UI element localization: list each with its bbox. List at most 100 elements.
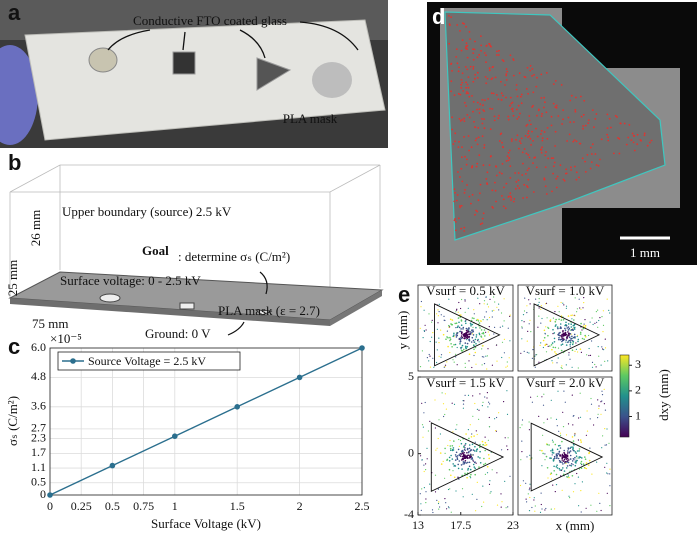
particle xyxy=(553,455,556,458)
particle xyxy=(449,488,451,490)
particle xyxy=(578,505,580,507)
particle xyxy=(461,468,463,470)
annotation: Goal xyxy=(142,243,169,258)
particle xyxy=(433,366,435,368)
particle xyxy=(469,475,471,478)
particle xyxy=(475,462,477,464)
particle xyxy=(565,168,568,171)
particle xyxy=(594,322,596,324)
subplot-frame xyxy=(417,376,514,516)
particle xyxy=(461,81,464,84)
particle xyxy=(500,493,502,495)
x-axis-label: Surface Voltage (kV) xyxy=(151,516,261,531)
particle xyxy=(609,473,611,475)
particle xyxy=(606,492,608,494)
particle xyxy=(591,340,593,342)
particle xyxy=(563,304,565,306)
particle xyxy=(544,154,547,157)
particle xyxy=(600,413,602,415)
particle xyxy=(556,454,559,457)
particle xyxy=(511,101,514,104)
particle xyxy=(593,424,595,426)
particle xyxy=(591,153,593,155)
particle xyxy=(539,511,542,513)
annotation: Surface voltage: 0 - 2.5 kV xyxy=(60,273,201,288)
particle xyxy=(544,509,546,511)
particle xyxy=(486,77,489,80)
y-tick-label: 0 xyxy=(408,445,414,459)
particle xyxy=(477,199,480,202)
particle xyxy=(504,437,506,439)
particle xyxy=(544,344,546,347)
particle xyxy=(586,354,588,356)
particle xyxy=(574,456,576,459)
particle xyxy=(536,395,539,397)
particle xyxy=(458,326,461,329)
particle xyxy=(524,134,527,137)
particle xyxy=(560,315,563,317)
particle xyxy=(458,321,460,324)
particle xyxy=(472,58,475,61)
particle xyxy=(462,463,464,465)
particle xyxy=(453,476,456,479)
particle xyxy=(468,461,471,464)
y-tick-label: 5 xyxy=(408,369,414,383)
particle xyxy=(532,191,535,193)
particle xyxy=(480,336,483,338)
particle xyxy=(555,324,557,326)
particle xyxy=(460,450,463,453)
particle xyxy=(484,316,486,318)
particle xyxy=(518,72,521,75)
particle xyxy=(525,482,527,484)
particle xyxy=(464,460,467,462)
particle xyxy=(421,488,423,490)
particle xyxy=(464,447,466,449)
particle xyxy=(552,83,555,85)
particle xyxy=(574,464,577,467)
y-tick-label: 3.6 xyxy=(31,399,46,413)
particle xyxy=(552,441,554,443)
particle xyxy=(486,182,488,185)
particle xyxy=(453,334,455,336)
particle xyxy=(572,324,575,327)
particle xyxy=(492,92,495,95)
particle xyxy=(553,161,556,164)
particle xyxy=(462,496,464,498)
particle xyxy=(483,329,486,331)
particle xyxy=(597,346,599,348)
particle xyxy=(523,148,526,150)
particle xyxy=(571,349,574,352)
particle xyxy=(543,131,546,133)
particle xyxy=(487,348,489,350)
particle xyxy=(545,507,547,510)
particle xyxy=(479,192,481,195)
particle xyxy=(554,491,556,493)
particle xyxy=(451,458,454,460)
particle xyxy=(495,165,497,168)
particle xyxy=(470,436,473,438)
particle xyxy=(436,328,438,330)
particle xyxy=(464,320,467,323)
particle xyxy=(448,15,450,17)
particle xyxy=(444,393,446,395)
particle xyxy=(526,340,528,342)
particle xyxy=(586,154,589,156)
particle xyxy=(649,141,651,144)
particle xyxy=(539,344,541,346)
particle xyxy=(575,140,578,143)
particle xyxy=(572,140,575,143)
particle xyxy=(546,137,549,140)
particle xyxy=(562,467,564,469)
particle xyxy=(497,117,500,120)
particle xyxy=(472,329,474,331)
colorbar xyxy=(619,354,630,438)
particle xyxy=(467,461,469,464)
particle xyxy=(450,80,453,83)
particle xyxy=(464,342,467,344)
photo-a xyxy=(0,0,388,148)
particle xyxy=(610,126,612,129)
particle xyxy=(472,339,475,342)
arrows xyxy=(107,21,359,59)
particle xyxy=(455,48,458,50)
particle xyxy=(563,456,566,458)
